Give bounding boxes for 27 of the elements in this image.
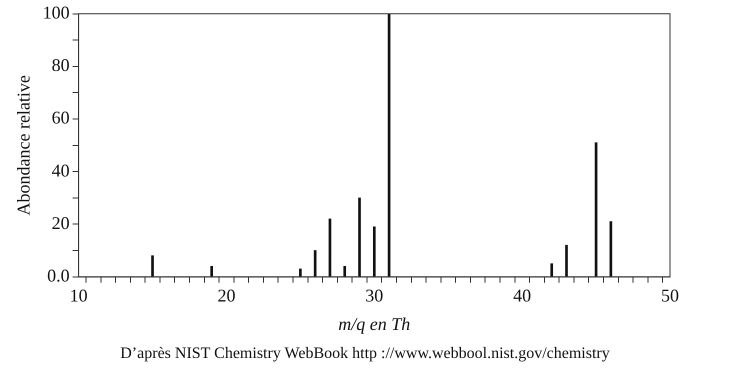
- y-tick-label: 0.0: [47, 266, 70, 286]
- bar: [550, 263, 554, 277]
- bar: [210, 266, 213, 277]
- y-tick-label: 80: [52, 55, 70, 76]
- bar: [388, 14, 390, 277]
- text: D’après NIST Chemistry WebBook http ://www.webbool.nist.gov/chemistry: [119, 345, 611, 363]
- bar: [299, 268, 302, 277]
- x-tick-label: 30: [365, 285, 384, 306]
- y-axis-title: Abondance relative: [14, 75, 34, 216]
- bar: [372, 226, 376, 277]
- bar: [610, 221, 612, 277]
- y-tick-label: 20: [52, 212, 70, 233]
- x-tick-label: 10: [70, 285, 88, 306]
- y-tick-label: 40: [52, 160, 70, 180]
- x-tick-label: 40: [513, 285, 532, 306]
- bar: [358, 198, 361, 277]
- bar: [343, 266, 346, 277]
- bar: [565, 244, 568, 277]
- bar: [594, 142, 598, 277]
- x-axis-title: m/q en Th: [338, 314, 410, 334]
- bar: [328, 218, 332, 277]
- x-tick-label: 50: [661, 285, 679, 306]
- y-tick-label: 60: [52, 108, 70, 128]
- bar: [151, 255, 154, 277]
- bar: [314, 250, 316, 277]
- x-tick-label: 20: [217, 285, 236, 306]
- y-tick-label: 100: [42, 2, 70, 23]
